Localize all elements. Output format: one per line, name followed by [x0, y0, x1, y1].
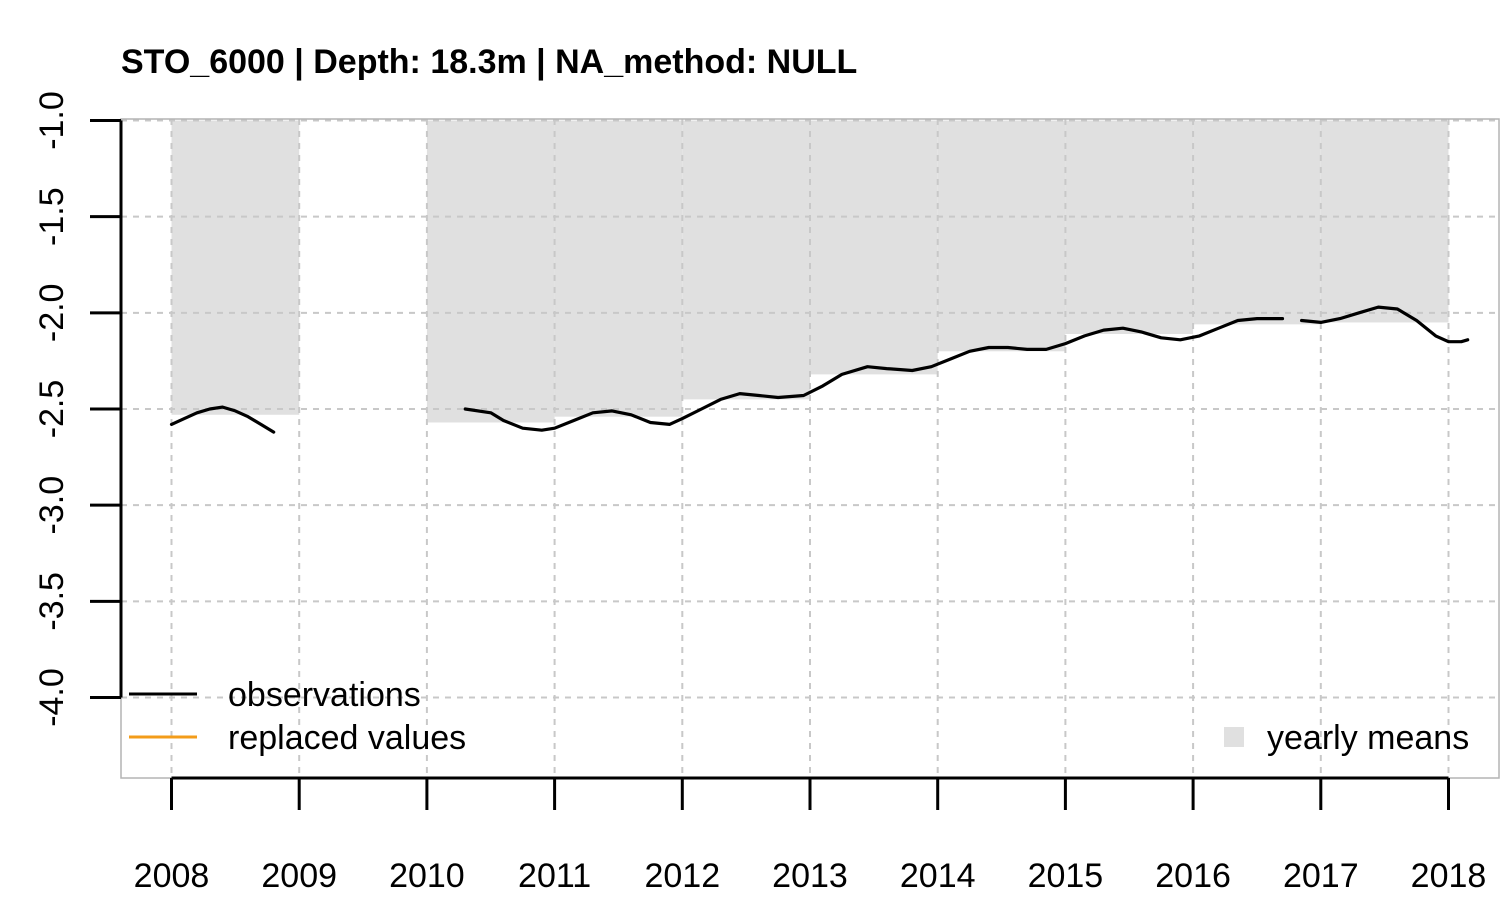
- legend-swatch-yearly-means: [1224, 727, 1244, 747]
- y-tick-label: -1.0: [33, 91, 71, 150]
- yearly-mean-bar: [682, 120, 810, 400]
- series-line-observations: [1300, 305, 1470, 344]
- yearly-mean-bar: [554, 120, 683, 417]
- x-tick-label: 2015: [1028, 857, 1104, 895]
- x-tick-label: 2018: [1411, 857, 1487, 895]
- x-tick-label: 2011: [518, 857, 591, 895]
- y-tick-label: -2.5: [33, 380, 71, 439]
- y-tick-label: -1.5: [33, 187, 71, 246]
- yearly-mean-bar: [1193, 120, 1321, 325]
- y-tick-label: -4.0: [33, 668, 71, 727]
- grid-layer: [121, 119, 1499, 778]
- legend-label-yearly-means: yearly means: [1267, 719, 1469, 757]
- x-tick-label: 2008: [134, 857, 210, 895]
- x-tick-label: 2016: [1155, 857, 1231, 895]
- x-tick-label: 2012: [644, 857, 720, 895]
- yearly-mean-bar: [937, 120, 1066, 352]
- chart-title: STO_6000 | Depth: 18.3m | NA_method: NUL…: [121, 43, 857, 81]
- y-tick-label: -3.5: [33, 572, 71, 631]
- series-layer: [169, 305, 1470, 434]
- y-tick-label: -3.0: [33, 476, 71, 535]
- series-line-observations: [169, 405, 276, 434]
- yearly-mean-bar: [426, 120, 555, 423]
- x-tick-label: 2009: [261, 857, 337, 895]
- x-tick-label: 2010: [389, 857, 465, 895]
- legend: observations replaced values yearly means: [129, 676, 1469, 757]
- x-tick-label: 2014: [900, 857, 976, 895]
- yearly-mean-bar: [171, 120, 300, 415]
- y-tick-label: -2.0: [33, 284, 71, 343]
- series-line-observations: [463, 317, 1285, 432]
- legend-label-replaced-values: replaced values: [228, 719, 466, 757]
- yearly-mean-bar: [1320, 120, 1449, 323]
- yearly-mean-bar: [810, 120, 938, 375]
- x-tick-label: 2017: [1283, 857, 1359, 895]
- x-tick-label: 2013: [772, 857, 848, 895]
- yearly-mean-bar: [1065, 120, 1194, 334]
- axes-layer: -1.0 -1.5 -2.0 -2.5 -3.0 -3.5 -4.0 2008 2009 2010…: [33, 91, 1486, 895]
- legend-label-observations: observations: [228, 676, 421, 714]
- yearly-means-layer: [171, 120, 1449, 423]
